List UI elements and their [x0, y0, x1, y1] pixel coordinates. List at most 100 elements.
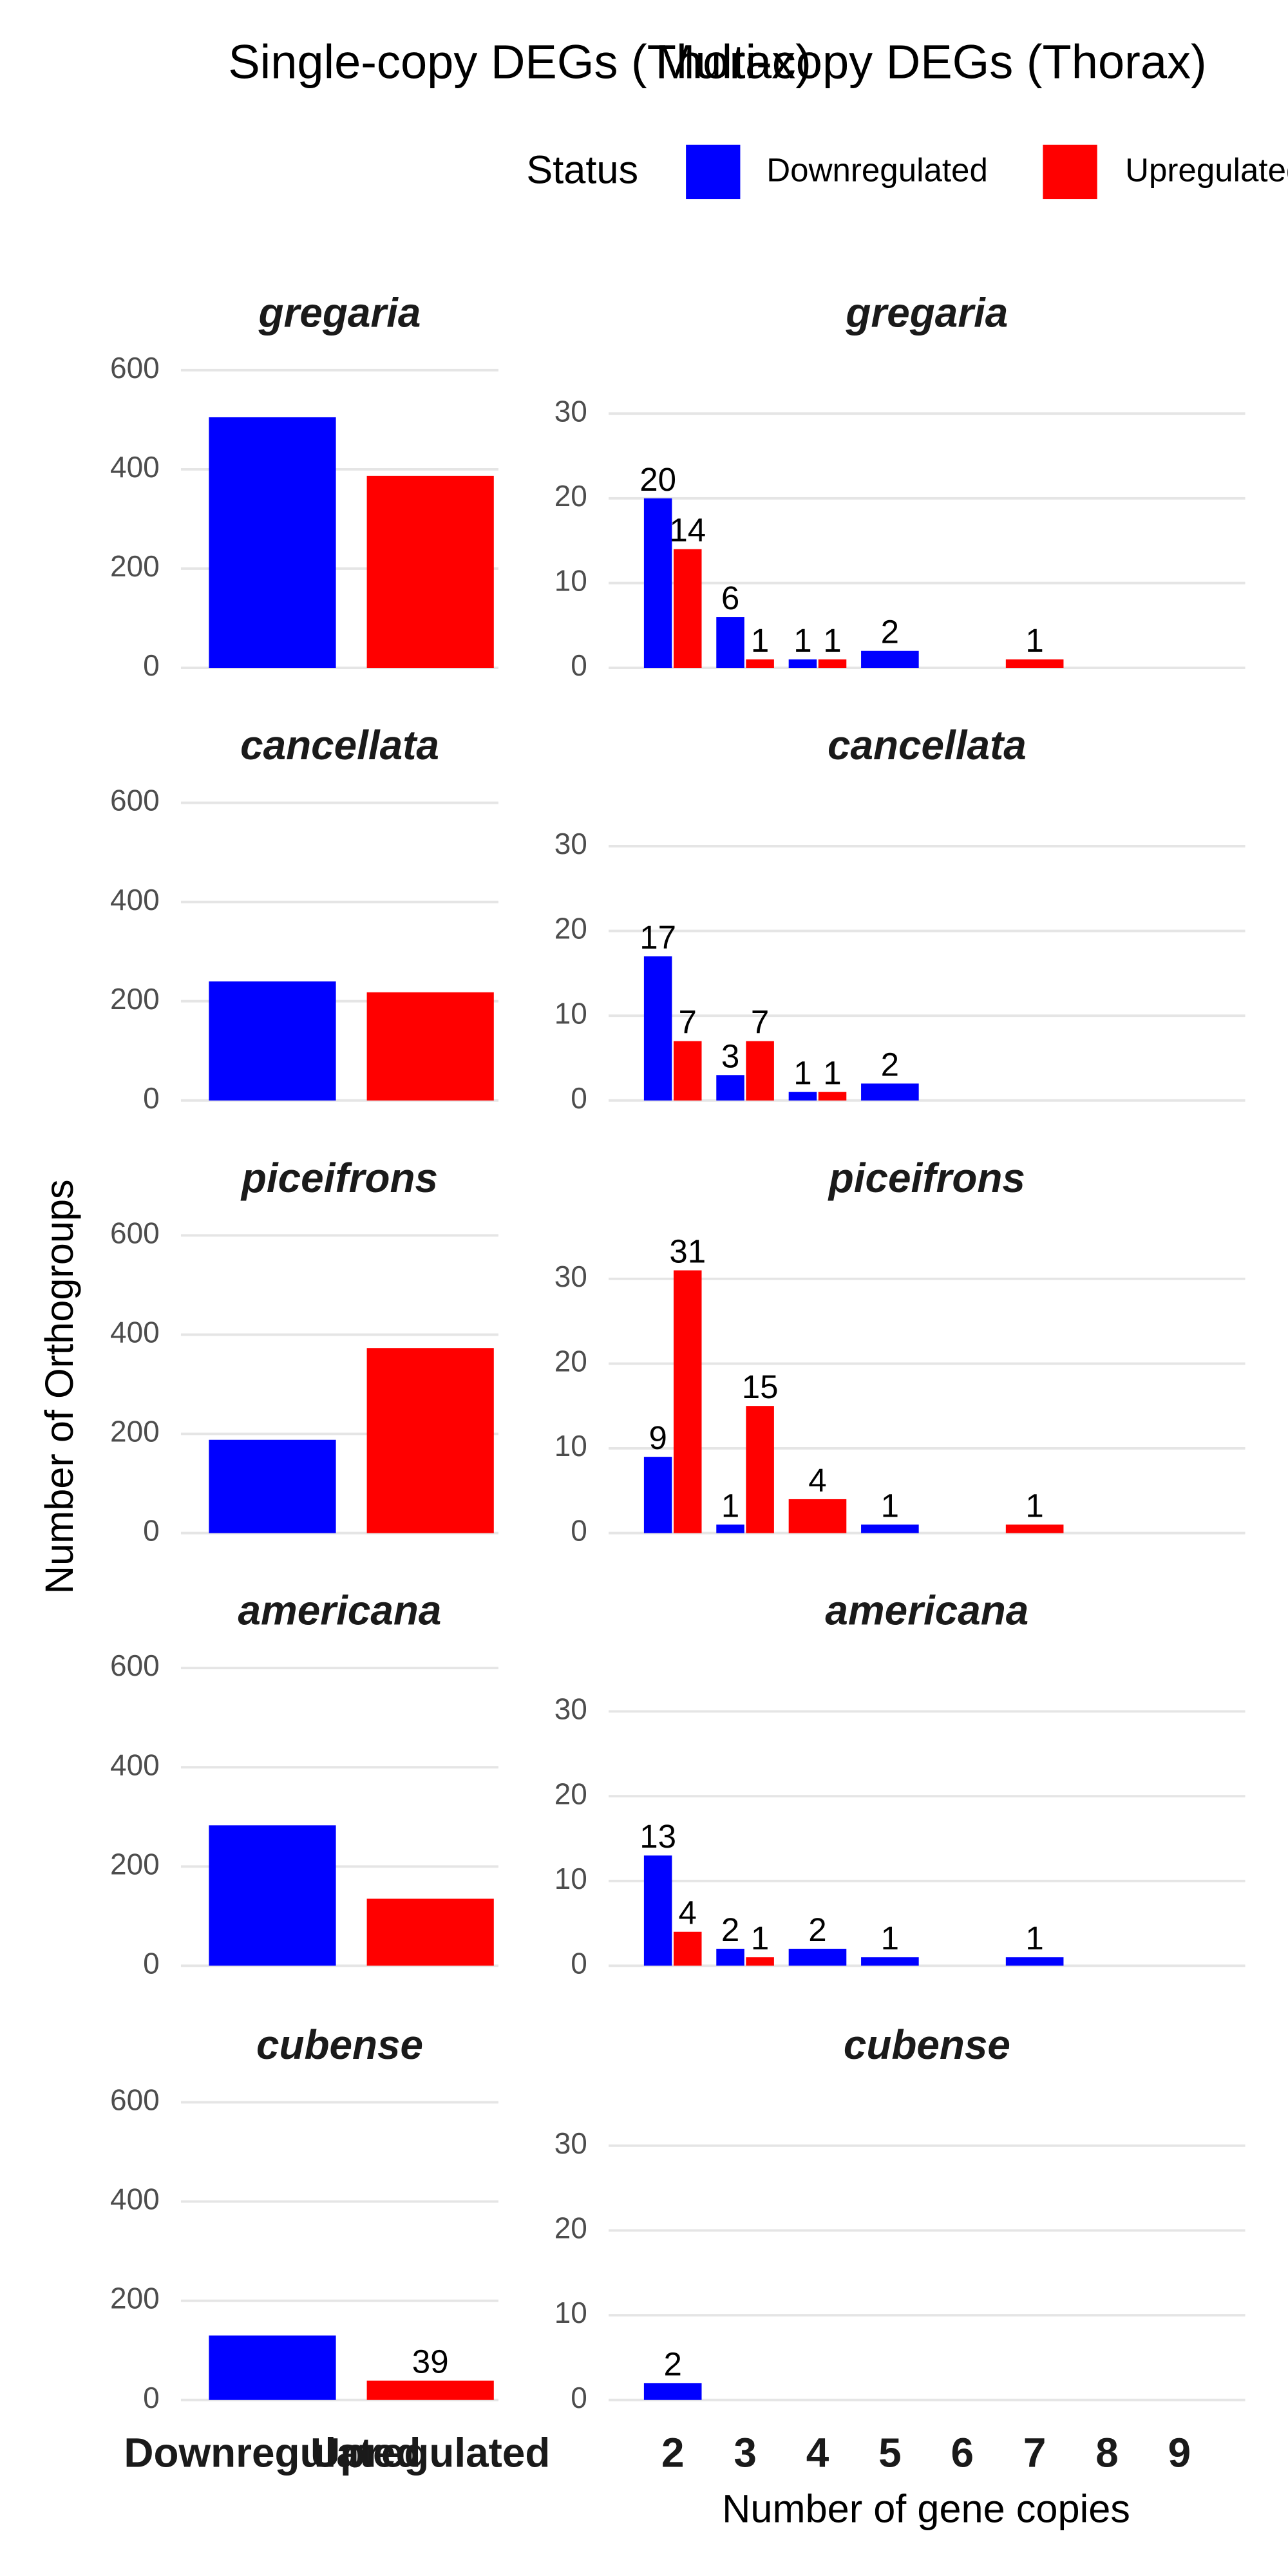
panel-title: cancellata	[828, 722, 1027, 768]
x-axis-label: Number of gene copies	[722, 2487, 1130, 2531]
bar	[366, 992, 494, 1101]
y-tick-label: 10	[554, 2296, 587, 2329]
bar	[746, 1957, 774, 1966]
data-label: 39	[412, 2344, 449, 2380]
data-label: 17	[639, 919, 676, 956]
data-label: 1	[1025, 1920, 1043, 1956]
y-tick-label: 20	[554, 2211, 587, 2245]
y-tick-label: 30	[554, 394, 587, 428]
y-tick-label: 0	[571, 1514, 587, 1548]
legend-title: Status	[526, 147, 638, 191]
y-tick-label: 20	[554, 1777, 587, 1810]
bar	[643, 956, 672, 1101]
y-tick-label: 20	[554, 1344, 587, 1378]
chart-title: Single-copy DEGs (Thorax)	[228, 35, 811, 89]
bar	[788, 659, 817, 668]
y-tick-label: 20	[554, 912, 587, 945]
y-tick-label: 600	[110, 351, 160, 384]
data-label: 1	[793, 622, 811, 659]
data-label: 4	[808, 1462, 826, 1499]
panel-title: cubense	[844, 2022, 1010, 2068]
bar	[209, 1439, 336, 1533]
x-tick-label: 5	[878, 2429, 902, 2476]
panel-title: cancellata	[240, 722, 439, 768]
x-tick-label: Downregulated	[124, 2429, 421, 2476]
y-tick-label: 0	[143, 2381, 160, 2414]
y-tick-label: 400	[110, 450, 160, 484]
x-tick-label: 9	[1168, 2429, 1191, 2476]
bar	[818, 1092, 847, 1101]
data-label: 1	[793, 1055, 811, 1092]
bar	[861, 1957, 919, 1966]
bar	[366, 475, 494, 668]
y-tick-label: 0	[571, 1947, 587, 1980]
data-label: 2	[881, 614, 899, 650]
legend-swatch	[1043, 144, 1097, 200]
y-tick-label: 0	[571, 1081, 587, 1115]
data-label: 4	[679, 1895, 697, 1931]
y-tick-label: 600	[110, 2083, 160, 2117]
bar	[209, 981, 336, 1101]
data-label: 1	[751, 622, 769, 659]
panel-title: gregaria	[845, 289, 1008, 336]
y-tick-label: 600	[110, 784, 160, 817]
y-tick-label: 600	[110, 1649, 160, 1682]
y-tick-label: 200	[110, 1415, 160, 1448]
y-tick-label: 30	[554, 2126, 587, 2160]
bar	[643, 1457, 672, 1533]
y-tick-label: 600	[110, 1216, 160, 1249]
bar	[818, 659, 847, 668]
bar	[1005, 1957, 1064, 1966]
data-label: 13	[639, 1818, 676, 1855]
data-label: 3	[721, 1037, 739, 1074]
y-axis-label: Number of Orthogroups	[37, 1179, 81, 1594]
bar	[209, 417, 336, 668]
bar	[746, 1406, 774, 1533]
data-label: 2	[808, 1911, 826, 1948]
bar	[1005, 1524, 1064, 1533]
y-tick-label: 400	[110, 2183, 160, 2216]
y-tick-label: 30	[554, 1260, 587, 1293]
data-label: 6	[721, 580, 739, 616]
data-label: 1	[823, 622, 841, 659]
panel-title: piceifrons	[240, 1155, 438, 1201]
data-label: 2	[663, 2345, 681, 2382]
bar	[788, 1092, 817, 1101]
data-label: 1	[823, 1055, 841, 1092]
bar	[673, 549, 702, 668]
panel-title: gregaria	[258, 289, 421, 336]
x-tick-label: 8	[1095, 2429, 1119, 2476]
data-label: 2	[881, 1046, 899, 1083]
data-label: 1	[721, 1487, 739, 1524]
data-label: 2	[721, 1911, 739, 1948]
y-tick-label: 400	[110, 883, 160, 916]
bar	[209, 1825, 336, 1966]
bar	[788, 1499, 847, 1533]
data-label: 15	[742, 1368, 779, 1405]
data-label: 20	[639, 461, 676, 498]
y-tick-label: 10	[554, 564, 587, 598]
y-tick-label: 20	[554, 479, 587, 513]
bar	[643, 2383, 702, 2400]
bar	[366, 1899, 494, 1966]
y-tick-label: 400	[110, 1316, 160, 1349]
data-label: 1	[1025, 1487, 1043, 1524]
panel-title: americana	[825, 1587, 1028, 1634]
chart-title: Multi-copy DEGs (Thorax)	[656, 35, 1207, 89]
bar	[861, 1524, 919, 1533]
x-tick-label: 4	[806, 2429, 829, 2476]
y-tick-label: 200	[110, 549, 160, 583]
x-tick-label: Upregulated	[310, 2429, 550, 2476]
bar	[1005, 659, 1064, 668]
y-tick-label: 0	[571, 2381, 587, 2414]
y-tick-label: 200	[110, 1847, 160, 1880]
bar	[673, 1041, 702, 1101]
bar	[366, 2380, 494, 2400]
x-tick-label: 6	[951, 2429, 974, 2476]
y-tick-label: 400	[110, 1748, 160, 1781]
legend-swatch	[686, 144, 741, 200]
y-tick-label: 30	[554, 1692, 587, 1726]
bar	[673, 1931, 702, 1966]
x-tick-label: 3	[734, 2429, 757, 2476]
